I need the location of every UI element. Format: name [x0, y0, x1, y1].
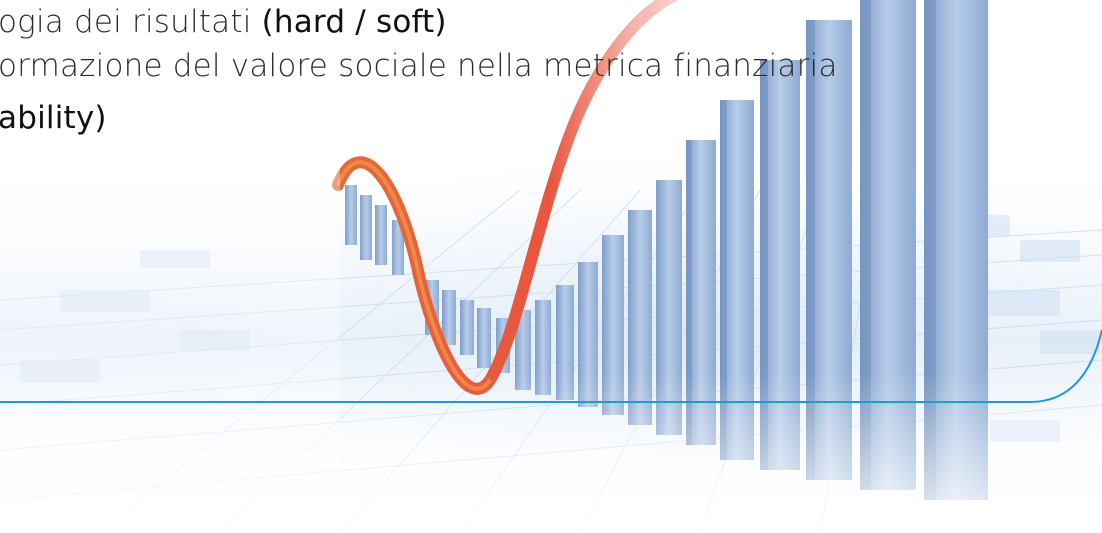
bullet-text-block: ogia dei risultati (hard / soft) ormazio… [0, 0, 1102, 160]
text-line-3: ability) [0, 100, 107, 136]
text-line-1-normal: ogia dei risultati [0, 4, 262, 40]
text-line-1: ogia dei risultati (hard / soft) [0, 2, 447, 42]
text-line-2: ormazione del valore sociale nella metri… [0, 48, 838, 84]
text-line-1-strong: (hard / soft) [261, 4, 447, 40]
